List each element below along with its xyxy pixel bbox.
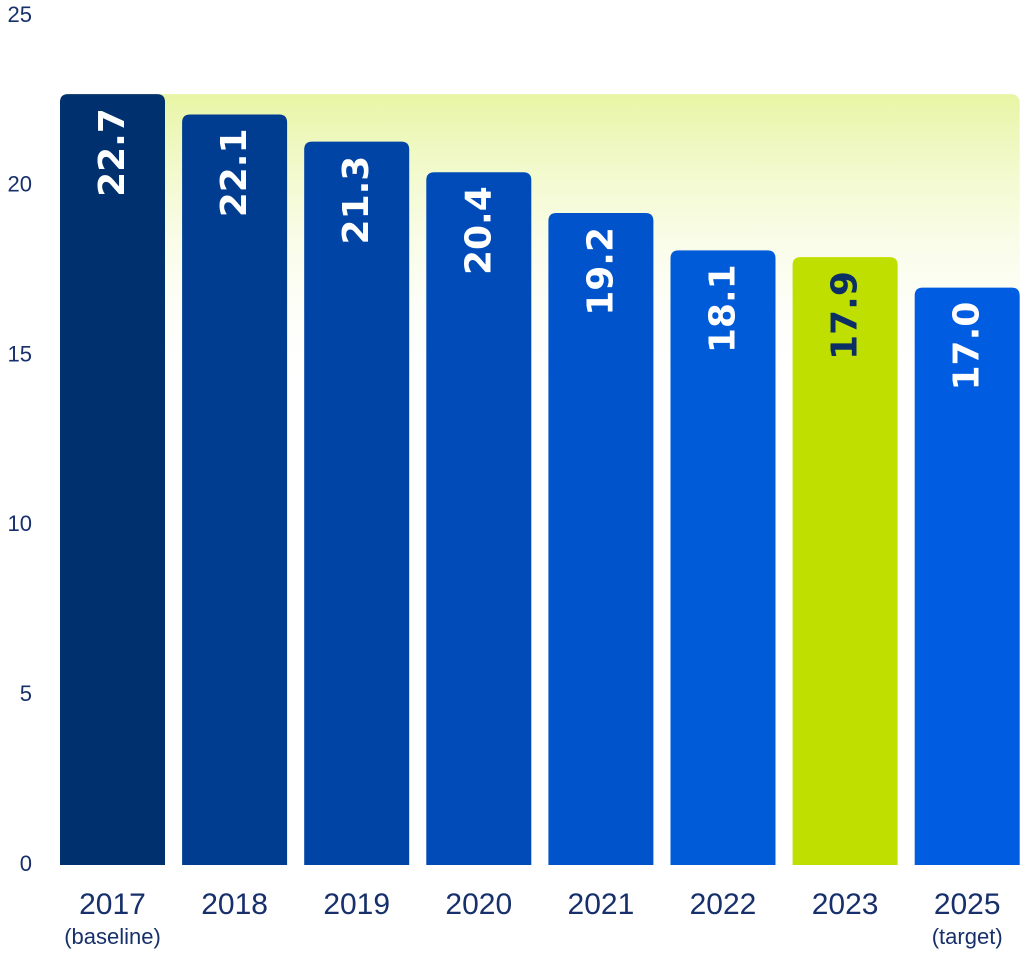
x-category-label: 2018	[201, 888, 268, 921]
bar-2022	[670, 250, 776, 866]
y-tick-label: 5	[20, 681, 32, 706]
x-category-label: 2019	[323, 888, 390, 921]
bar-2023	[792, 257, 898, 866]
bar-2021	[548, 212, 654, 865]
y-tick-label: 25	[8, 2, 32, 27]
x-category-label: 2017	[79, 888, 146, 921]
y-axis: 0 5 10 15 20 25	[8, 2, 32, 876]
x-category-sublabel: (baseline)	[64, 924, 161, 949]
x-category-label: 2022	[690, 888, 757, 921]
x-category-label: 2021	[568, 888, 635, 921]
y-tick-label: 15	[8, 341, 32, 366]
bar-value-label: 19.2	[580, 227, 621, 316]
bar-value-label: 17.9	[825, 271, 866, 360]
bars: 22.7 22.1 21.3 20.4 19.2 18.1 17.9 17.0	[60, 94, 1020, 866]
bar-value-label: 18.1	[703, 264, 744, 353]
background-gradient	[60, 94, 1020, 395]
x-category-label: 2023	[812, 888, 879, 921]
bar-value-label: 17.0	[947, 302, 988, 391]
x-axis: 2017 (baseline) 2018 2019 2020 2021 2022 2023 20…	[64, 888, 1002, 949]
x-category-sublabel: (target)	[932, 924, 1003, 949]
bar-value-label: 21.3	[336, 156, 377, 245]
bar-value-label: 20.4	[458, 186, 499, 275]
bar-2019	[304, 141, 410, 866]
bar-value-label: 22.7	[92, 108, 133, 197]
bar-2017	[60, 94, 165, 865]
bar-2025	[914, 287, 1020, 865]
bar-value-label: 22.1	[214, 128, 255, 217]
bar-2020	[426, 172, 532, 865]
x-category-label: 2025	[934, 888, 1001, 921]
y-tick-label: 0	[20, 851, 32, 876]
y-tick-label: 10	[8, 511, 32, 536]
x-category-label: 2020	[445, 888, 512, 921]
y-tick-label: 20	[8, 172, 32, 197]
bar-2018	[182, 114, 288, 865]
